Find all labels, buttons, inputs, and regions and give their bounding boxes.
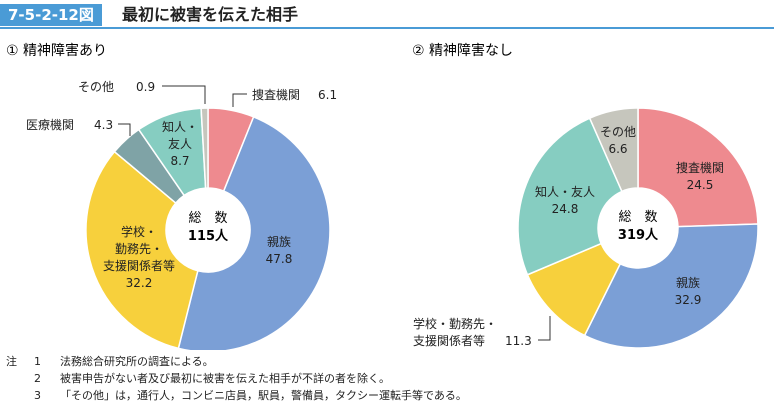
c1-label-chijin-line2: 友人 <box>168 137 192 151</box>
c2-label-shinzoku-name: 親族 <box>676 276 700 290</box>
figure-header: 7-5-2-12図 最初に被害を伝えた相手 <box>0 0 774 30</box>
footnote-head: 注 <box>6 355 17 368</box>
chart1-leaders <box>118 85 247 136</box>
c1-leader-sonota <box>162 85 206 104</box>
c2-label-gakko-line1: 学校・勤務先・ <box>413 316 497 331</box>
c1-label-chijin-line1: 知人・ <box>162 120 198 134</box>
c1-label-gakko-line3: 支援関係者等 <box>103 259 175 273</box>
footnote-1: 注 1 法務総合研究所の調査による。 <box>6 353 467 370</box>
chart2-leaders <box>538 316 551 341</box>
chart2-center-total: 319人 <box>618 227 659 243</box>
c2-label-sousa-value: 24.5 <box>687 178 714 192</box>
c1-label-sousa-value: 6.1 <box>318 88 337 102</box>
c1-label-shinzoku-value: 47.8 <box>266 252 293 266</box>
charts-canvas: ① 精神障害あり ② 精神障害なし 総 数 115人 総 数 319人 その他 … <box>6 43 759 350</box>
c1-label-sousa-name: 捜査機関 <box>252 87 300 102</box>
chart1-title: ① 精神障害あり <box>6 43 107 59</box>
c2-label-shinzoku-value: 32.9 <box>675 293 702 307</box>
footnotes: 注 1 法務総合研究所の調査による。 2 被害申告がない者及び最初に被害を伝えた… <box>6 353 467 404</box>
figure-title: 最初に被害を伝えた相手 <box>122 5 299 24</box>
c1-label-chijin-value: 8.7 <box>170 154 189 168</box>
chart2-center-label: 総 数 <box>618 210 657 225</box>
chart2-title: ② 精神障害なし <box>412 43 513 59</box>
footnote-num: 3 <box>34 389 41 402</box>
chart1-center: 総 数 115人 <box>188 211 229 244</box>
c2-label-sousa-name: 捜査機関 <box>676 160 724 175</box>
header-rule <box>0 27 774 29</box>
c1-label-shinzoku-name: 親族 <box>267 235 291 249</box>
c2-leader-gakko <box>538 316 551 341</box>
c1-leader-iryo <box>118 123 131 136</box>
chart2-slice-3 <box>517 117 623 276</box>
c2-label-chijin-name: 知人・友人 <box>535 185 595 199</box>
figure-id-badge: 7-5-2-12図 <box>0 4 102 26</box>
footnote-text: 被害申告がない者及び最初に被害を伝えた相手が不詳の者を除く。 <box>60 372 390 385</box>
c2-label-gakko-value: 11.3 <box>505 334 532 348</box>
chart1-center-total: 115人 <box>188 228 229 244</box>
chart2-slice-1 <box>583 223 759 349</box>
chart2-center: 総 数 319人 <box>618 210 659 243</box>
footnote-2: 2 被害申告がない者及び最初に被害を伝えた相手が不詳の者を除く。 <box>6 370 467 387</box>
c1-label-gakko-line1: 学校・ <box>121 224 157 239</box>
chart1-center-label: 総 数 <box>188 211 227 226</box>
footnote-3: 3 「その他」は，通行人，コンビニ店員，駅員，警備員，タクシー運転手等である。 <box>6 387 467 404</box>
chart1-labels: その他 0.9 捜査機関 6.1 医療機関 4.3 知人・ 友人 8.7 親族 … <box>26 80 337 290</box>
chart1-slice-5 <box>200 107 209 189</box>
c1-label-gakko-line2: 勤務先・ <box>115 242 163 256</box>
c1-label-iryo-name: 医療機関 <box>26 117 74 132</box>
chart2-slice-4 <box>588 107 639 193</box>
c1-leader-sousa <box>232 93 247 107</box>
chart2-slice-0 <box>637 107 759 228</box>
c2-label-sonota-name: その他 <box>600 125 636 139</box>
c1-label-gakko-value: 32.2 <box>126 276 153 290</box>
c1-label-sonota-value: 0.9 <box>136 80 155 94</box>
footnote-num: 2 <box>34 372 41 385</box>
footnote-text: 「その他」は，通行人，コンビニ店員，駅員，警備員，タクシー運転手等である。 <box>60 389 467 402</box>
c1-label-sonota-name: その他 <box>78 80 114 94</box>
chart1-slice-1 <box>177 115 331 350</box>
chart1-pie <box>85 107 331 350</box>
c2-label-sonota-value: 6.6 <box>608 142 627 156</box>
chart2-pie <box>517 107 759 349</box>
chart1-slice-2 <box>85 150 199 350</box>
c1-label-iryo-value: 4.3 <box>94 118 113 132</box>
c2-label-chijin-value: 24.8 <box>552 202 579 216</box>
c2-label-gakko-line2: 支援関係者等 <box>413 334 485 348</box>
footnote-num: 1 <box>34 355 41 368</box>
chart2-labels: その他 6.6 捜査機関 24.5 知人・友人 24.8 親族 32.9 学校・… <box>413 125 724 348</box>
footnote-text: 法務総合研究所の調査による。 <box>60 355 214 368</box>
